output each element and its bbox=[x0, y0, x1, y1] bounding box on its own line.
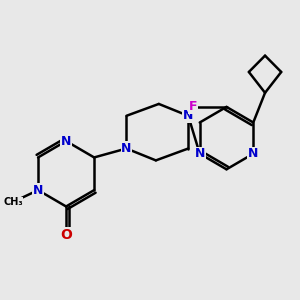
Text: N: N bbox=[121, 142, 132, 155]
Text: N: N bbox=[183, 109, 194, 122]
Text: N: N bbox=[61, 135, 71, 148]
Text: F: F bbox=[188, 100, 197, 113]
Text: N: N bbox=[195, 147, 205, 160]
Text: N: N bbox=[33, 184, 43, 196]
Text: N: N bbox=[248, 147, 259, 160]
Text: CH₃: CH₃ bbox=[3, 197, 23, 207]
Text: O: O bbox=[60, 228, 72, 242]
